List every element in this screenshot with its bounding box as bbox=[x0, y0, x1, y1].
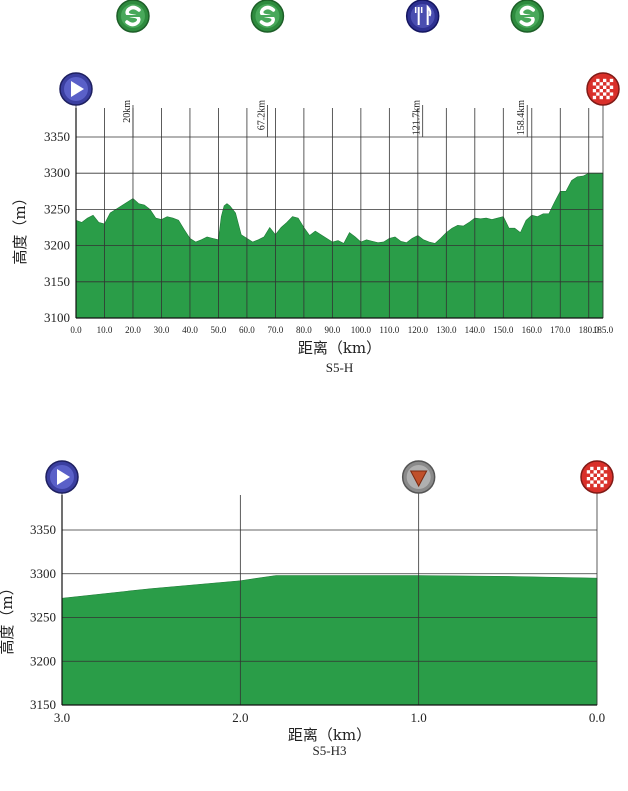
chart-subtitle: S5-H bbox=[326, 360, 353, 375]
flag-icon bbox=[401, 460, 436, 494]
x-tick-label: 170.0 bbox=[550, 325, 571, 335]
x-tick-label: 2.0 bbox=[232, 710, 248, 725]
x-tick-label: 40.0 bbox=[182, 325, 198, 335]
marker-km-label: 121.7km bbox=[412, 100, 423, 136]
marker-km-label: 158.4km bbox=[516, 100, 527, 136]
sprint-icon bbox=[510, 0, 544, 33]
x-tick-label: 3.0 bbox=[54, 710, 70, 725]
x-tick-label: 110.0 bbox=[379, 325, 399, 335]
x-tick-label: 160.0 bbox=[522, 325, 543, 335]
x-tick-label: 120.0 bbox=[408, 325, 429, 335]
x-tick-label: 80.0 bbox=[296, 325, 312, 335]
x-tick-label: 0.0 bbox=[70, 325, 82, 335]
x-tick-label: 60.0 bbox=[239, 325, 255, 335]
y-tick-label: 3100 bbox=[44, 310, 70, 325]
chart-subtitle: S5-H3 bbox=[313, 743, 347, 758]
x-tick-label: 10.0 bbox=[97, 325, 113, 335]
x-tick-label: 150.0 bbox=[493, 325, 514, 335]
sprint-icon bbox=[116, 0, 150, 33]
y-tick-label: 3200 bbox=[30, 653, 56, 668]
y-axis-title: 高度（m） bbox=[0, 580, 16, 654]
x-tick-label: 100.0 bbox=[351, 325, 372, 335]
elevation-chart-s5-h3: 3.0 2.0 1.0 0.0 3150 3200 3250 3300 3350 距离（km） 高度… bbox=[0, 460, 614, 758]
marker-km-label: 67.2km bbox=[256, 100, 267, 131]
x-tick-label: 30.0 bbox=[154, 325, 170, 335]
x-tick-label: 130.0 bbox=[436, 325, 457, 335]
y-tick-label: 3250 bbox=[44, 201, 70, 216]
x-tick-label: 185.0 bbox=[593, 325, 614, 335]
start-icon bbox=[45, 460, 79, 494]
x-axis-title: 距离（km） bbox=[298, 339, 381, 357]
y-axis-title: 高度（m） bbox=[11, 190, 29, 264]
x-tick-label: 50.0 bbox=[211, 325, 227, 335]
y-tick-label: 3300 bbox=[30, 566, 56, 581]
y-tick-label: 3150 bbox=[44, 274, 70, 289]
x-tick-label: 180.0 bbox=[579, 325, 600, 335]
x-tick-label: 1.0 bbox=[411, 710, 427, 725]
start-icon bbox=[59, 72, 93, 106]
x-tick-label: 70.0 bbox=[268, 325, 284, 335]
x-tick-label: 90.0 bbox=[325, 325, 341, 335]
y-tick-label: 3250 bbox=[30, 610, 56, 625]
y-tick-label: 3350 bbox=[44, 129, 70, 144]
x-tick-label: 140.0 bbox=[465, 325, 486, 335]
x-tick-label: 0.0 bbox=[589, 710, 605, 725]
x-tick-label: 20.0 bbox=[125, 325, 141, 335]
x-axis-title: 距离（km） bbox=[288, 726, 371, 744]
finish-icon bbox=[580, 460, 614, 494]
y-tick-label: 3150 bbox=[30, 697, 56, 712]
sprint-icon bbox=[250, 0, 285, 33]
feed-icon bbox=[405, 0, 440, 33]
finish-icon bbox=[586, 72, 620, 106]
y-tick-label: 3300 bbox=[44, 165, 70, 180]
marker-km-label: 20km bbox=[122, 100, 133, 123]
elevation-area bbox=[61, 575, 598, 706]
y-tick-label: 3200 bbox=[44, 238, 70, 253]
y-tick-label: 3350 bbox=[30, 522, 56, 537]
elevation-chart-s5-h: 0.0 10.0 20.0 30.0 40.0 50.0 60.0 70.0 80.0 90.0 1… bbox=[11, 0, 620, 375]
